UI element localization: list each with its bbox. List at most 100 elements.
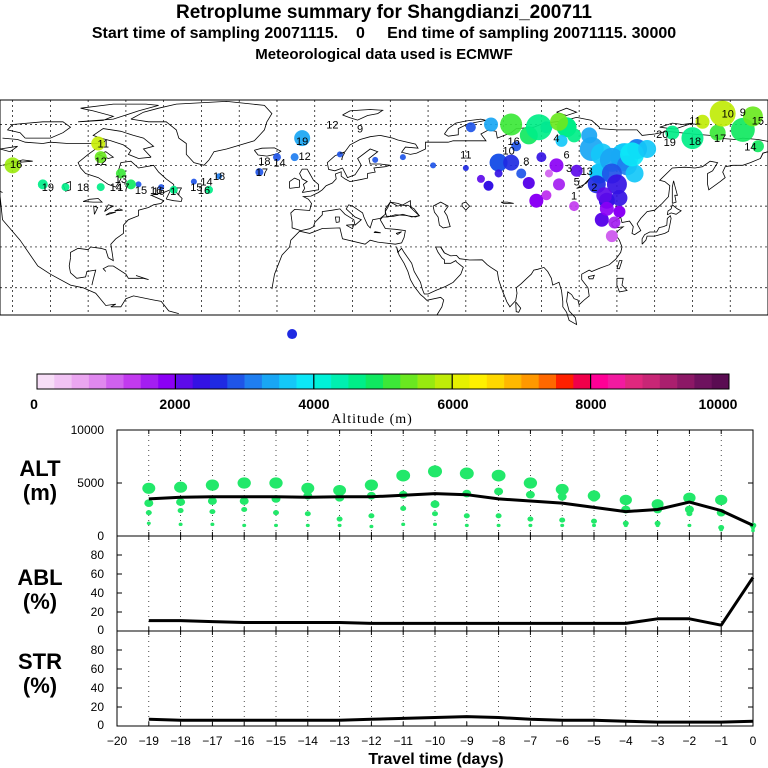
coastline-segment bbox=[104, 204, 115, 212]
coastline-segment bbox=[105, 211, 116, 216]
colorbar-swatch bbox=[486, 374, 505, 389]
plume-day-label: 12 bbox=[95, 156, 107, 168]
coastline-segment bbox=[114, 208, 123, 212]
plume-day-label: 5 bbox=[574, 177, 580, 189]
alt-cluster-dot bbox=[495, 513, 502, 519]
plume-day-label: 17 bbox=[117, 182, 129, 194]
alt-cluster-dot bbox=[337, 523, 342, 528]
plume-cluster bbox=[611, 189, 628, 206]
colorbar-swatch bbox=[54, 374, 72, 389]
plume-cluster bbox=[287, 329, 298, 340]
alt-cluster-dot bbox=[686, 511, 693, 517]
alt-cluster-dot bbox=[719, 527, 724, 532]
coastline-segment bbox=[6, 121, 72, 139]
alt-cluster-dot bbox=[237, 477, 251, 489]
x-tick-label: −9 bbox=[460, 734, 474, 748]
alt-cluster-dot bbox=[623, 523, 628, 528]
plume-cluster bbox=[216, 173, 223, 180]
plume-day-label: 15 bbox=[190, 182, 202, 194]
alt-cluster-dot bbox=[205, 479, 219, 491]
plume-cluster bbox=[503, 154, 520, 171]
x-tick-label: −6 bbox=[555, 734, 569, 748]
plume-cluster bbox=[96, 183, 105, 192]
sampling-time-line: Start time of sampling 20071115. 0 End t… bbox=[91, 25, 677, 42]
alt-cluster-dot bbox=[496, 523, 501, 528]
plume-cluster bbox=[516, 168, 527, 179]
plume-cluster bbox=[608, 216, 621, 229]
alt-cluster-dot bbox=[401, 522, 406, 527]
alt-cluster-dot bbox=[242, 523, 247, 528]
alt-cluster-dot bbox=[432, 511, 438, 517]
plume-day-label: 16 bbox=[153, 186, 165, 198]
plume-cluster bbox=[525, 114, 552, 141]
plume-cluster bbox=[125, 179, 136, 190]
coastline-segment bbox=[373, 231, 381, 234]
colorbar-swatch bbox=[607, 374, 626, 389]
alt-panel-unit: (m) bbox=[23, 480, 57, 505]
colorbar-swatch bbox=[625, 374, 643, 389]
plume-day-label: 18 bbox=[77, 182, 89, 194]
plume-cluster bbox=[695, 114, 710, 129]
alt-y-tick: 10000 bbox=[71, 423, 105, 437]
colorbar-tick: 6000 bbox=[437, 396, 468, 412]
alt-cluster-dot bbox=[619, 494, 632, 506]
plume-day-label: 16 bbox=[150, 185, 162, 197]
alt-cluster-dot bbox=[305, 523, 310, 528]
colorbar-tick: 2000 bbox=[159, 396, 190, 412]
str-y-tick: 0 bbox=[97, 718, 104, 732]
plume-cluster bbox=[638, 139, 657, 158]
alt-cluster-dot bbox=[146, 521, 151, 525]
plume-cluster bbox=[37, 179, 48, 190]
time-series-plots: −20 −19 −18 −17 −16 −15 −14 −13 −12 −11 −10 −9 −8 −7−… bbox=[107, 429, 757, 748]
plume-cluster bbox=[135, 181, 142, 188]
str-panel-unit: (%) bbox=[23, 673, 57, 698]
coastline-segment bbox=[82, 198, 104, 203]
plume-day-label: 9 bbox=[357, 124, 363, 136]
coastline-segment bbox=[299, 168, 319, 193]
colorbar-swatch bbox=[469, 374, 488, 389]
colorbar-swatch bbox=[677, 374, 695, 389]
plume-day-label: 14 bbox=[200, 177, 212, 189]
colorbar-swatch bbox=[210, 374, 228, 389]
coastline-segment bbox=[440, 246, 445, 254]
colorbar-swatch bbox=[694, 374, 712, 389]
colorbar-swatch bbox=[400, 374, 418, 389]
colorbar-label: Altitude (m) bbox=[331, 412, 413, 427]
plume-cluster bbox=[91, 136, 106, 151]
x-axis-label: Travel time (days) bbox=[368, 751, 503, 768]
alt-cluster-dot bbox=[241, 506, 248, 513]
alt-cluster-dot bbox=[142, 482, 156, 494]
plume-day-label: 14 bbox=[110, 182, 122, 194]
colorbar-swatch bbox=[434, 374, 453, 389]
plume-day-label: 11 bbox=[460, 149, 471, 161]
colorbar-swatch bbox=[383, 374, 401, 389]
x-tick-label: −20 bbox=[107, 734, 128, 748]
coastline-segment bbox=[0, 195, 179, 314]
meteo-data-line: Meteorological data used is ECMWF bbox=[255, 46, 513, 63]
colorbar-swatch bbox=[227, 374, 245, 389]
plume-cluster bbox=[549, 158, 564, 173]
x-tick-label: −18 bbox=[170, 734, 191, 748]
alt-y-axis: 10000 5000 0 bbox=[71, 423, 105, 543]
abl-y-tick: 0 bbox=[97, 623, 104, 637]
plume-cluster bbox=[489, 153, 508, 172]
abl-line bbox=[148, 576, 755, 627]
alt-cluster-dot bbox=[463, 513, 470, 519]
plume-cluster bbox=[4, 157, 21, 174]
coastline-segment bbox=[616, 277, 628, 293]
plume-day-label: 14 bbox=[744, 141, 756, 153]
coastline-segment bbox=[515, 301, 522, 313]
colorbar-swatch bbox=[37, 374, 55, 389]
colorbar-swatch bbox=[261, 374, 280, 389]
plume-cluster bbox=[596, 187, 613, 204]
str-panel-label: STR bbox=[18, 649, 62, 674]
plume-cluster bbox=[665, 125, 680, 140]
abl-panel-label: ABL bbox=[17, 565, 62, 590]
abl-y-tick: 20 bbox=[91, 605, 105, 619]
colorbar-swatch bbox=[521, 374, 539, 389]
alt-cluster-dot bbox=[494, 487, 504, 496]
alt-cluster-dot bbox=[751, 529, 755, 533]
x-tick-label: −19 bbox=[139, 734, 160, 748]
coastline-segment bbox=[0, 145, 18, 153]
